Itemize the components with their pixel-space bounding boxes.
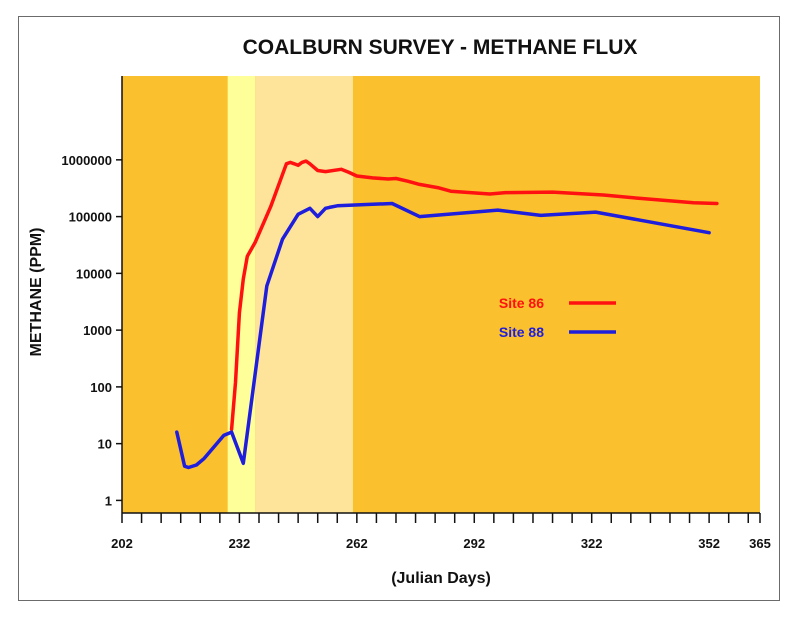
plot-background: [122, 76, 760, 513]
legend: Site 86 Site 88: [499, 295, 616, 340]
y-tick-label: 10: [98, 437, 112, 452]
shaded-bands: [227, 76, 353, 513]
x-tick-label: 262: [346, 536, 368, 551]
axes: [121, 76, 760, 514]
x-tick-label: 202: [111, 536, 133, 551]
series-line-2: [175, 201, 711, 470]
y-tick-label: 100000: [69, 210, 112, 225]
x-tick-label: 322: [581, 536, 603, 551]
shaded-band-2: [255, 76, 353, 513]
plot-area: [122, 76, 760, 513]
y-tick-label: 1000000: [61, 153, 112, 168]
legend-label-2: Site 88: [499, 324, 544, 340]
y-ticks: 1 10 100 1000 10000 100000 1000000: [61, 153, 122, 508]
x-tick-label: 365: [749, 536, 771, 551]
x-tick-label: 232: [229, 536, 251, 551]
series-lines: [175, 159, 719, 470]
series-line-1: [229, 159, 719, 431]
x-ticks: 202 232 262 292 322 352 365: [111, 513, 771, 551]
y-axis-label: METHANE (PPM): [28, 228, 45, 357]
legend-label-1: Site 86: [499, 295, 544, 311]
chart-title: COALBURN SURVEY - METHANE FLUX: [243, 36, 638, 59]
x-tick-label: 352: [698, 536, 720, 551]
x-axis-label: (Julian Days): [391, 570, 491, 587]
y-tick-label: 10000: [76, 266, 112, 281]
y-tick-label: 1000: [83, 323, 112, 338]
x-tick-label: 292: [463, 536, 485, 551]
y-tick-label: 100: [90, 380, 112, 395]
y-tick-label: 1: [105, 493, 112, 508]
